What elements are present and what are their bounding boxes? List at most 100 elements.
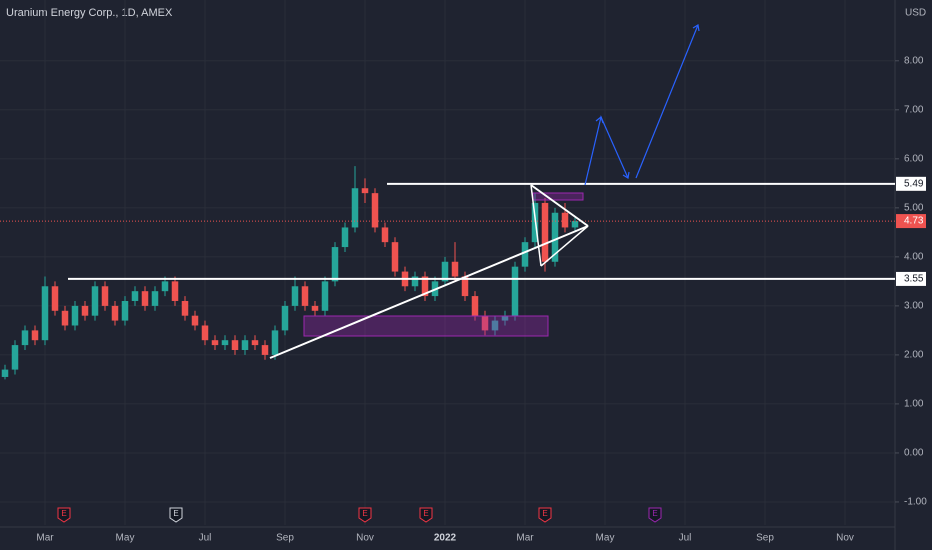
candle-body xyxy=(441,261,449,282)
triangle-line xyxy=(530,184,542,267)
triangle-line xyxy=(530,184,589,227)
event-label: E xyxy=(173,509,178,518)
y-tick-label: 3.00 xyxy=(904,301,924,312)
y-tick-label: 2.00 xyxy=(904,350,924,361)
candle-body xyxy=(121,300,129,321)
candle-body xyxy=(311,305,319,311)
y-tick-label: 5.00 xyxy=(904,202,924,213)
level-label: 5.49 xyxy=(904,178,924,189)
candle-body xyxy=(481,315,489,331)
event-badge xyxy=(57,507,71,523)
axis-unit: USD xyxy=(905,8,926,19)
level-tag xyxy=(896,271,926,286)
y-tick-label: -1.00 xyxy=(904,497,927,508)
arrow-head xyxy=(595,24,700,179)
x-tick-label: Sep xyxy=(756,533,774,544)
zone-box xyxy=(303,315,549,337)
candle-body xyxy=(391,242,399,272)
candle-body xyxy=(81,305,89,316)
candle-body xyxy=(131,291,139,301)
x-tick-label: Sep xyxy=(276,533,294,544)
candle-body xyxy=(101,286,109,306)
candle-body xyxy=(341,227,349,248)
y-tick-label: 8.00 xyxy=(904,55,924,66)
candle-body xyxy=(541,202,549,262)
candle-body xyxy=(61,310,69,326)
y-tick-label: 1.00 xyxy=(904,399,924,410)
candle-body xyxy=(151,291,159,306)
event-badge xyxy=(648,507,662,523)
candle-body xyxy=(461,276,469,297)
candle-body xyxy=(321,281,329,311)
x-tick-label: Nov xyxy=(356,533,374,544)
event-badge xyxy=(538,507,552,523)
event-label: E xyxy=(652,509,657,518)
candle-body xyxy=(191,315,199,326)
y-tick-label: 0.00 xyxy=(904,448,924,459)
zone-box xyxy=(532,192,584,201)
candle-body xyxy=(11,345,19,370)
trendline xyxy=(269,225,589,359)
event-label: E xyxy=(542,509,547,518)
candle-body xyxy=(571,221,579,228)
candle-body xyxy=(71,305,79,326)
candle-body xyxy=(551,212,559,262)
chart-title: Uranium Energy Corp., 1D, AMEX xyxy=(6,7,173,19)
candle-body xyxy=(261,345,269,355)
candle-body xyxy=(41,286,49,341)
candle-body xyxy=(501,315,509,321)
candle-body xyxy=(91,286,99,316)
x-tick-label: May xyxy=(596,533,615,544)
triangle-line xyxy=(540,225,589,267)
candle-body xyxy=(21,330,29,346)
candle-body xyxy=(371,193,379,228)
drawings xyxy=(269,24,700,359)
candle-body xyxy=(111,305,119,321)
candle-body xyxy=(291,286,299,306)
candle-body xyxy=(451,261,459,277)
event-label: E xyxy=(61,509,66,518)
x-tick-label: 2022 xyxy=(434,533,457,544)
candle-body xyxy=(241,340,249,350)
candle-body xyxy=(491,320,499,331)
event-label: E xyxy=(423,509,428,518)
last-price-label: 4.73 xyxy=(904,216,924,227)
candle-body xyxy=(1,369,9,377)
y-tick-label: 7.00 xyxy=(904,104,924,115)
last-price-tag xyxy=(896,214,926,229)
candle-body xyxy=(271,330,279,355)
candle-body xyxy=(171,281,179,301)
candle-body xyxy=(511,266,519,316)
level-tag xyxy=(896,176,926,191)
candle-body xyxy=(51,286,59,311)
candle-body xyxy=(521,242,529,267)
event-badge xyxy=(169,507,183,523)
candle-body xyxy=(31,330,39,341)
candle-body xyxy=(201,325,209,341)
candle-body xyxy=(221,340,229,346)
x-tick-label: Jul xyxy=(199,533,212,544)
candle-body xyxy=(561,212,569,228)
x-tick-label: Mar xyxy=(516,533,534,544)
candle-body xyxy=(301,286,309,306)
candle-body xyxy=(411,276,419,287)
event-badge xyxy=(358,507,372,523)
candle-body xyxy=(231,340,239,350)
x-tick-label: May xyxy=(116,533,135,544)
candle-body xyxy=(181,300,189,316)
x-tick-label: Mar xyxy=(36,533,54,544)
candle-body xyxy=(361,188,369,194)
candle-body xyxy=(141,291,149,306)
x-tick-label: Jul xyxy=(679,533,692,544)
candle-body xyxy=(381,227,389,243)
candle-body xyxy=(161,281,169,292)
candle-body xyxy=(471,296,479,316)
y-tick-label: 6.00 xyxy=(904,153,924,164)
candle-body xyxy=(281,305,289,331)
candle-body xyxy=(351,188,359,228)
candle-body xyxy=(251,340,259,346)
x-tick-label: Nov xyxy=(836,533,854,544)
